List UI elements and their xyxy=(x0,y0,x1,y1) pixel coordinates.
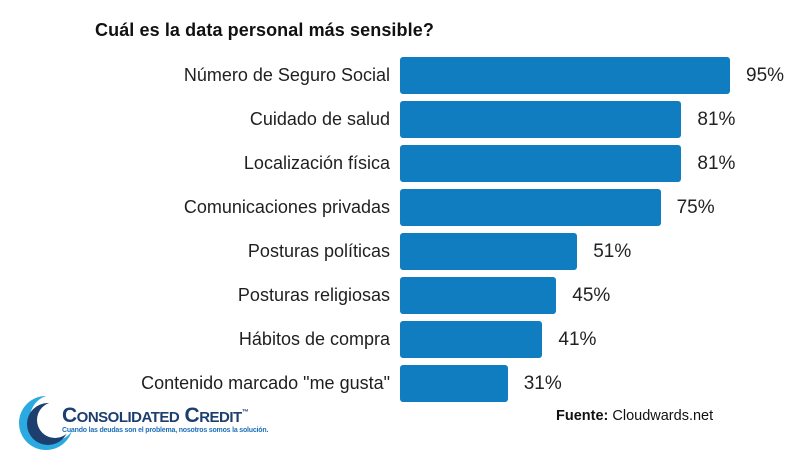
logo-tagline: Cuando las deudas son el problema, nosot… xyxy=(62,427,269,434)
source-attribution: Fuente: Cloudwards.net xyxy=(556,408,713,424)
bar-row: Contenido marcado "me gusta" 31% xyxy=(0,365,800,402)
category-label: Número de Seguro Social xyxy=(183,65,390,85)
bar xyxy=(400,57,730,94)
logo-wordmark: Consolidated Credit™ xyxy=(62,403,268,426)
bar-row: Posturas políticas 51% xyxy=(0,233,800,270)
logo-text: Consolidated Credit™ Cuando las deudas s… xyxy=(62,403,268,434)
bar-row: Número de Seguro Social 95% xyxy=(0,57,800,94)
category-label: Localización física xyxy=(243,153,390,173)
source-label: Fuente: xyxy=(556,408,609,424)
bar-row: Comunicaciones privadas 75% xyxy=(0,189,800,226)
bar xyxy=(400,101,682,138)
bar-row: Localización física 81% xyxy=(0,145,800,182)
category-label: Contenido marcado "me gusta" xyxy=(141,373,390,393)
bar xyxy=(400,321,543,358)
value-label: 31% xyxy=(523,372,562,394)
category-label: Posturas religiosas xyxy=(237,285,390,305)
chart-title: Cuál es la data personal más sensible? xyxy=(95,20,434,40)
category-label: Hábitos de compra xyxy=(238,329,390,349)
category-label: Comunicaciones privadas xyxy=(183,197,390,217)
logo-wordmark-text: Consolidated Credit xyxy=(62,404,242,427)
bar xyxy=(400,233,578,270)
bar-row: Posturas religiosas 45% xyxy=(0,277,800,314)
value-label: 51% xyxy=(593,240,632,262)
category-label: Posturas políticas xyxy=(247,241,390,261)
consolidated-credit-logo: Consolidated Credit™ Cuando las deudas s… xyxy=(18,393,268,451)
source-value: Cloudwards.net xyxy=(608,408,714,424)
category-label: Cuidado de salud xyxy=(249,109,390,129)
bar xyxy=(400,277,557,314)
bar-row: Cuidado de salud 81% xyxy=(0,101,800,138)
value-label: 95% xyxy=(746,64,785,86)
bar-chart: Número de Seguro Social 95% Cuidado de sal… xyxy=(0,57,800,409)
trademark-symbol: ™ xyxy=(241,409,249,416)
value-label: 81% xyxy=(697,108,736,130)
value-label: 45% xyxy=(572,284,611,306)
value-label: 75% xyxy=(676,196,715,218)
bar xyxy=(400,365,508,402)
bar xyxy=(400,189,661,226)
bar-row: Hábitos de compra 41% xyxy=(0,321,800,358)
value-label: 41% xyxy=(558,328,597,350)
bar xyxy=(400,145,682,182)
crescent-logo-icon xyxy=(19,395,74,450)
value-label: 81% xyxy=(697,152,736,174)
